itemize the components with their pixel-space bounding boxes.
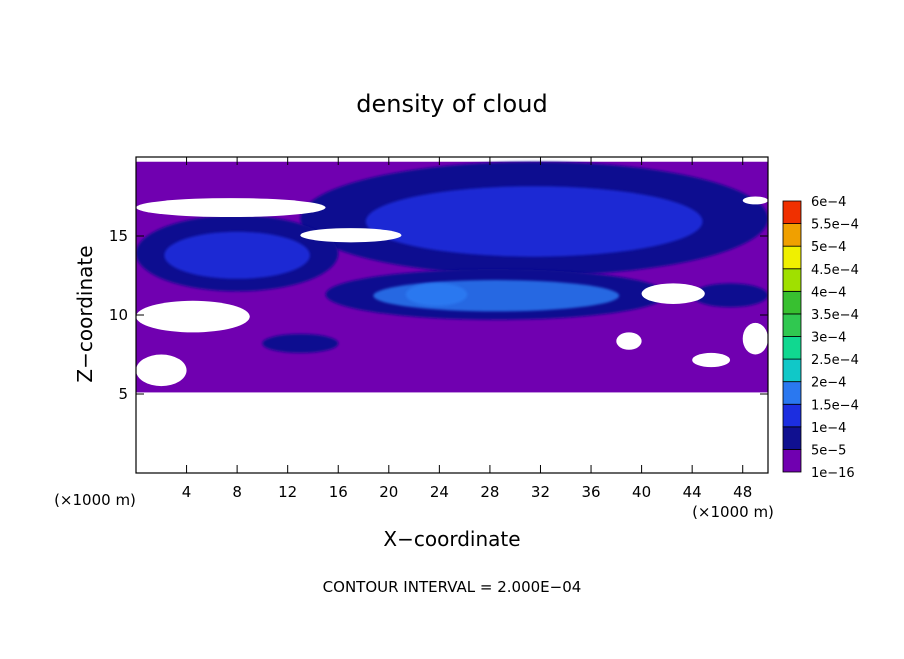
plot-area	[136, 161, 768, 393]
colorbar-swatch	[782, 358, 802, 383]
cloud-free-gap	[641, 283, 705, 304]
colorbar-label: 1e−16	[811, 466, 855, 481]
y-axis-label: Z−coordinate	[73, 245, 97, 382]
colorbar-label: 4e−4	[811, 285, 846, 300]
field-peak	[405, 283, 468, 306]
colorbar-swatch	[782, 200, 802, 224]
colorbar-label: 4.5e−4	[811, 263, 859, 278]
field-core	[164, 231, 310, 279]
field-region	[692, 283, 768, 308]
colorbar-swatch	[782, 403, 802, 428]
x-tick-label: 8	[232, 483, 242, 501]
colorbar-swatch	[782, 449, 802, 473]
cloud-free-gap	[300, 228, 402, 243]
colorbar-label: 6e−4	[811, 195, 846, 210]
colorbar-label: 5e−5	[811, 443, 846, 458]
cloud-free-gap	[136, 354, 187, 387]
colorbar-swatch	[782, 245, 802, 270]
chart-title: density of cloud	[356, 90, 547, 118]
cloud-free-gap	[742, 196, 768, 205]
colorbar-label: 2e−4	[811, 376, 846, 391]
x-tick-label: 24	[430, 483, 449, 501]
colorbar-swatch	[782, 426, 802, 450]
x-tick-label: 28	[480, 483, 499, 501]
colorbar-swatch	[782, 290, 802, 315]
colorbar: 1e−16 5e−5 1e−4 1.5e−4 2e−4 2.5e−4 3e−4 3.5e−4 4…	[782, 195, 859, 481]
x-unit-label: (×1000 m)	[692, 503, 774, 521]
y-axis: 5 10 15	[109, 227, 768, 403]
colorbar-swatch	[782, 336, 802, 360]
x-tick-label: 16	[329, 483, 348, 501]
colorbar-swatch	[782, 223, 802, 247]
field-core	[365, 186, 703, 257]
cloud-free-gap	[136, 198, 326, 218]
cloud-free-gap	[616, 332, 642, 350]
colorbar-label: 1e−4	[811, 421, 846, 436]
field-region	[262, 333, 339, 353]
colorbar-label: 3.5e−4	[811, 308, 859, 323]
x-tick-label: 4	[182, 483, 192, 501]
colorbar-swatch	[782, 381, 802, 405]
colorbar-label: 3e−4	[811, 331, 846, 346]
contour-interval-note: CONTOUR INTERVAL = 2.000E−04	[323, 578, 582, 596]
x-tick-label: 36	[581, 483, 600, 501]
x-tick-label: 40	[632, 483, 651, 501]
x-tick-label: 48	[733, 483, 752, 501]
colorbar-label: 1.5e−4	[811, 398, 859, 413]
colorbar-label: 5.5e−4	[811, 218, 859, 233]
x-axis-label: X−coordinate	[383, 527, 520, 551]
y-tick-label: 5	[118, 385, 128, 403]
cloud-free-gap	[742, 322, 768, 355]
y-tick-label: 15	[109, 227, 128, 245]
x-tick-label: 32	[531, 483, 550, 501]
z-unit-label: (×1000 m)	[54, 491, 136, 509]
colorbar-swatch	[782, 313, 802, 337]
cloud-free-gap	[136, 300, 250, 333]
colorbar-label: 2.5e−4	[811, 353, 859, 368]
x-tick-label: 20	[379, 483, 398, 501]
colorbar-swatch	[782, 268, 802, 292]
colorbar-label: 5e−4	[811, 240, 846, 255]
x-tick-label: 44	[683, 483, 702, 501]
x-tick-label: 12	[278, 483, 297, 501]
y-tick-label: 10	[109, 306, 128, 324]
x-axis: 4 8 12 16 20 24 28 32 36 40 44 48	[182, 157, 752, 501]
cloud-free-gap	[692, 352, 731, 368]
